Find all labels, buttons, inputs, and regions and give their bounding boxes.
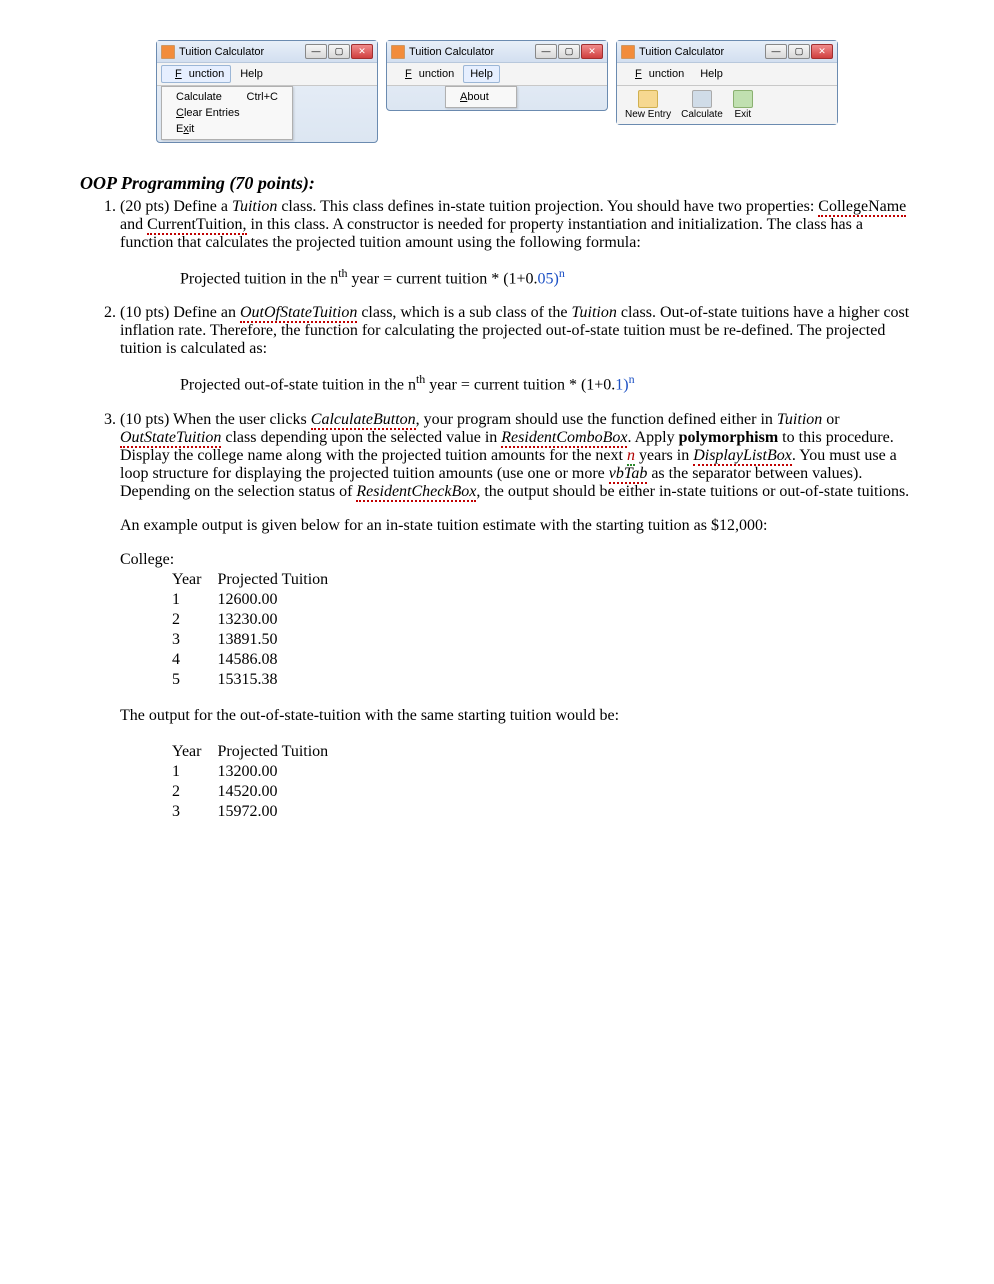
maximize-button[interactable]: ▢ [788,44,810,59]
maximize-button[interactable]: ▢ [558,44,580,59]
polymorphism-term: polymorphism [679,429,779,446]
menu-help[interactable]: Help [693,65,730,83]
menu-function[interactable]: Function [161,65,231,83]
table-row: 113200.00 [172,763,342,781]
tuition-calc-window-3: Tuition Calculator — ▢ ✕ Function Help N… [616,40,838,125]
outstatetuition-ref: OutStateTuition [120,429,221,448]
toolbar-exit[interactable]: Exit [733,90,753,120]
app-icon [621,45,635,59]
app-icon [161,45,175,59]
toolbar: New Entry Calculate Exit [617,86,837,124]
table-row: 515315.38 [172,671,342,689]
residentcheckbox-ref: ResidentCheckBox [356,483,476,502]
collegename-prop: CollegeName [818,198,906,217]
outofstatetuition-class: OutOfStateTuition [240,304,357,323]
menubar: Function Help [617,63,837,86]
minimize-button[interactable]: — [305,44,327,59]
outstate-intro: The output for the out-of-state-tuition … [120,707,914,725]
new-entry-icon [638,90,658,108]
table-row: 315972.00 [172,803,342,821]
exit-icon [733,90,753,108]
window-controls: — ▢ ✕ [305,44,373,59]
tuition-class: Tuition [232,198,277,215]
table-row: 214520.00 [172,783,342,801]
section-heading: OOP Programming (70 points): [80,173,914,194]
q2-formula: Projected out-of-state tuition in the nt… [180,372,914,394]
calculatebutton-ref: CalculateButton [311,411,416,430]
screenshot-row: Tuition Calculator — ▢ ✕ Function Help C… [80,40,914,143]
table-row: 414586.08 [172,651,342,669]
titlebar: Tuition Calculator — ▢ ✕ [387,41,607,63]
table-row: 313891.50 [172,631,342,649]
function-dropdown: CalculateCtrl+C Clear Entries Exit [161,86,293,140]
window-controls: — ▢ ✕ [535,44,603,59]
menu-function[interactable]: Function [621,65,691,83]
menubar: Function Help [387,63,607,86]
close-button[interactable]: ✕ [581,44,603,59]
question-2: (10 pts) Define an OutOfStateTuition cla… [120,304,914,394]
tuition-calc-window-2: Tuition Calculator — ▢ ✕ Function Help A… [386,40,608,111]
currenttuition-prop: CurrentTuition, [147,216,246,235]
close-button[interactable]: ✕ [811,44,833,59]
titlebar: Tuition Calculator — ▢ ✕ [617,41,837,63]
titlebar: Tuition Calculator — ▢ ✕ [157,41,377,63]
minimize-button[interactable]: — [535,44,557,59]
table-row: 213230.00 [172,611,342,629]
minimize-button[interactable]: — [765,44,787,59]
menuitem-about[interactable]: About [446,89,516,105]
close-button[interactable]: ✕ [351,44,373,59]
window-title: Tuition Calculator [179,46,264,58]
toolbar-new-entry[interactable]: New Entry [625,90,671,120]
menu-help[interactable]: Help [233,65,270,83]
college-label: College: [120,551,914,569]
vbtab-ref: vbTab [609,465,648,484]
menubar: Function Help [157,63,377,86]
example-intro: An example output is given below for an … [120,517,914,535]
window-title: Tuition Calculator [409,46,494,58]
displaylistbox-ref: DisplayListBox [693,447,792,466]
q1-formula: Projected tuition in the nth year = curr… [180,266,914,288]
toolbar-calculate[interactable]: Calculate [681,90,723,120]
menu-function[interactable]: Function [391,65,461,83]
question-1: (20 pts) Define a Tuition class. This cl… [120,198,914,288]
app-icon [391,45,405,59]
instate-table: YearProjected Tuition 112600.00 213230.0… [170,569,344,691]
table-row: 112600.00 [172,591,342,609]
help-dropdown: About [445,86,517,108]
window-title: Tuition Calculator [639,46,724,58]
menuitem-clear[interactable]: Clear Entries [162,105,292,121]
outstate-table: YearProjected Tuition 113200.00 214520.0… [170,741,344,823]
menuitem-calculate[interactable]: CalculateCtrl+C [162,89,292,105]
calculate-icon [692,90,712,108]
question-list: (20 pts) Define a Tuition class. This cl… [120,198,914,823]
n-var: n [627,447,635,466]
menuitem-exit[interactable]: Exit [162,121,292,137]
question-3: (10 pts) When the user clicks CalculateB… [120,411,914,823]
tuition-calc-window-1: Tuition Calculator — ▢ ✕ Function Help C… [156,40,378,143]
menu-help[interactable]: Help [463,65,500,83]
residentcombobox-ref: ResidentComboBox [501,429,627,448]
window-controls: — ▢ ✕ [765,44,833,59]
maximize-button[interactable]: ▢ [328,44,350,59]
